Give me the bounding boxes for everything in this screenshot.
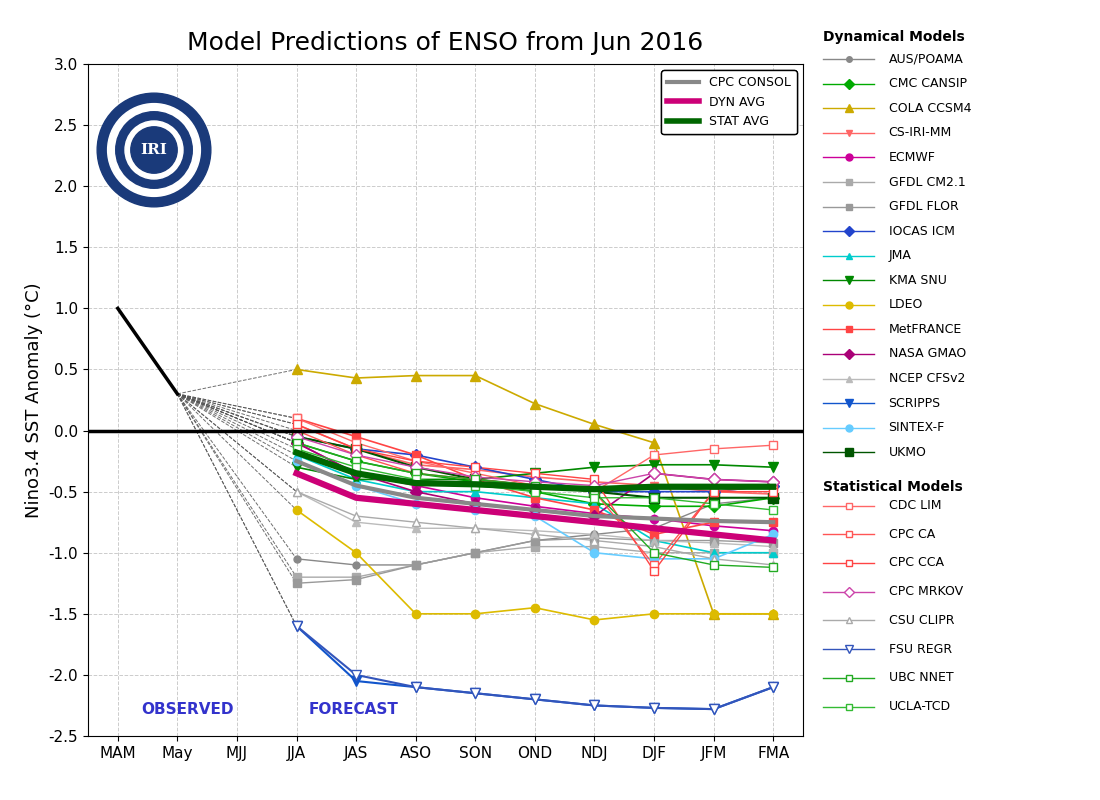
Text: NCEP CFSv2: NCEP CFSv2 (889, 372, 965, 385)
Text: CMC CANSIP: CMC CANSIP (889, 78, 967, 90)
Text: ECMWF: ECMWF (889, 151, 935, 164)
Text: SINTEX-F: SINTEX-F (889, 421, 945, 434)
Circle shape (125, 121, 183, 179)
Circle shape (97, 93, 211, 207)
Text: JMA: JMA (889, 250, 912, 262)
Text: CPC CA: CPC CA (889, 528, 935, 541)
Text: CPC MRKOV: CPC MRKOV (889, 586, 962, 598)
Text: CDC LIM: CDC LIM (889, 499, 942, 512)
Text: FSU REGR: FSU REGR (889, 642, 952, 655)
Text: UBC NNET: UBC NNET (889, 671, 954, 684)
Text: Dynamical Models: Dynamical Models (823, 30, 965, 45)
Text: IOCAS ICM: IOCAS ICM (889, 225, 955, 238)
Text: KMA SNU: KMA SNU (889, 274, 946, 286)
Y-axis label: Nino3.4 SST Anomaly (°C): Nino3.4 SST Anomaly (°C) (25, 282, 43, 518)
Legend: CPC CONSOL, DYN AVG, STAT AVG: CPC CONSOL, DYN AVG, STAT AVG (661, 70, 796, 134)
Circle shape (108, 104, 200, 196)
Text: CPC CCA: CPC CCA (889, 557, 944, 570)
Text: LDEO: LDEO (889, 298, 923, 311)
Circle shape (131, 126, 177, 174)
Text: CSU CLIPR: CSU CLIPR (889, 614, 954, 627)
Circle shape (116, 112, 192, 188)
Text: Statistical Models: Statistical Models (823, 480, 962, 494)
Text: CS-IRI-MM: CS-IRI-MM (889, 126, 952, 139)
Text: AUS/POAMA: AUS/POAMA (889, 53, 964, 66)
Text: FORECAST: FORECAST (308, 702, 398, 717)
Text: MetFRANCE: MetFRANCE (889, 323, 961, 336)
Text: COLA CCSM4: COLA CCSM4 (889, 102, 971, 115)
Text: SCRIPPS: SCRIPPS (889, 397, 940, 410)
Text: GFDL CM2.1: GFDL CM2.1 (889, 175, 966, 189)
Text: UKMO: UKMO (889, 446, 926, 458)
Text: OBSERVED: OBSERVED (142, 702, 234, 717)
Title: Model Predictions of ENSO from Jun 2016: Model Predictions of ENSO from Jun 2016 (187, 31, 704, 55)
Text: GFDL FLOR: GFDL FLOR (889, 200, 958, 213)
Text: IRI: IRI (141, 143, 167, 157)
Text: NASA GMAO: NASA GMAO (889, 347, 966, 361)
Text: UCLA-TCD: UCLA-TCD (889, 700, 950, 713)
Circle shape (97, 93, 211, 207)
